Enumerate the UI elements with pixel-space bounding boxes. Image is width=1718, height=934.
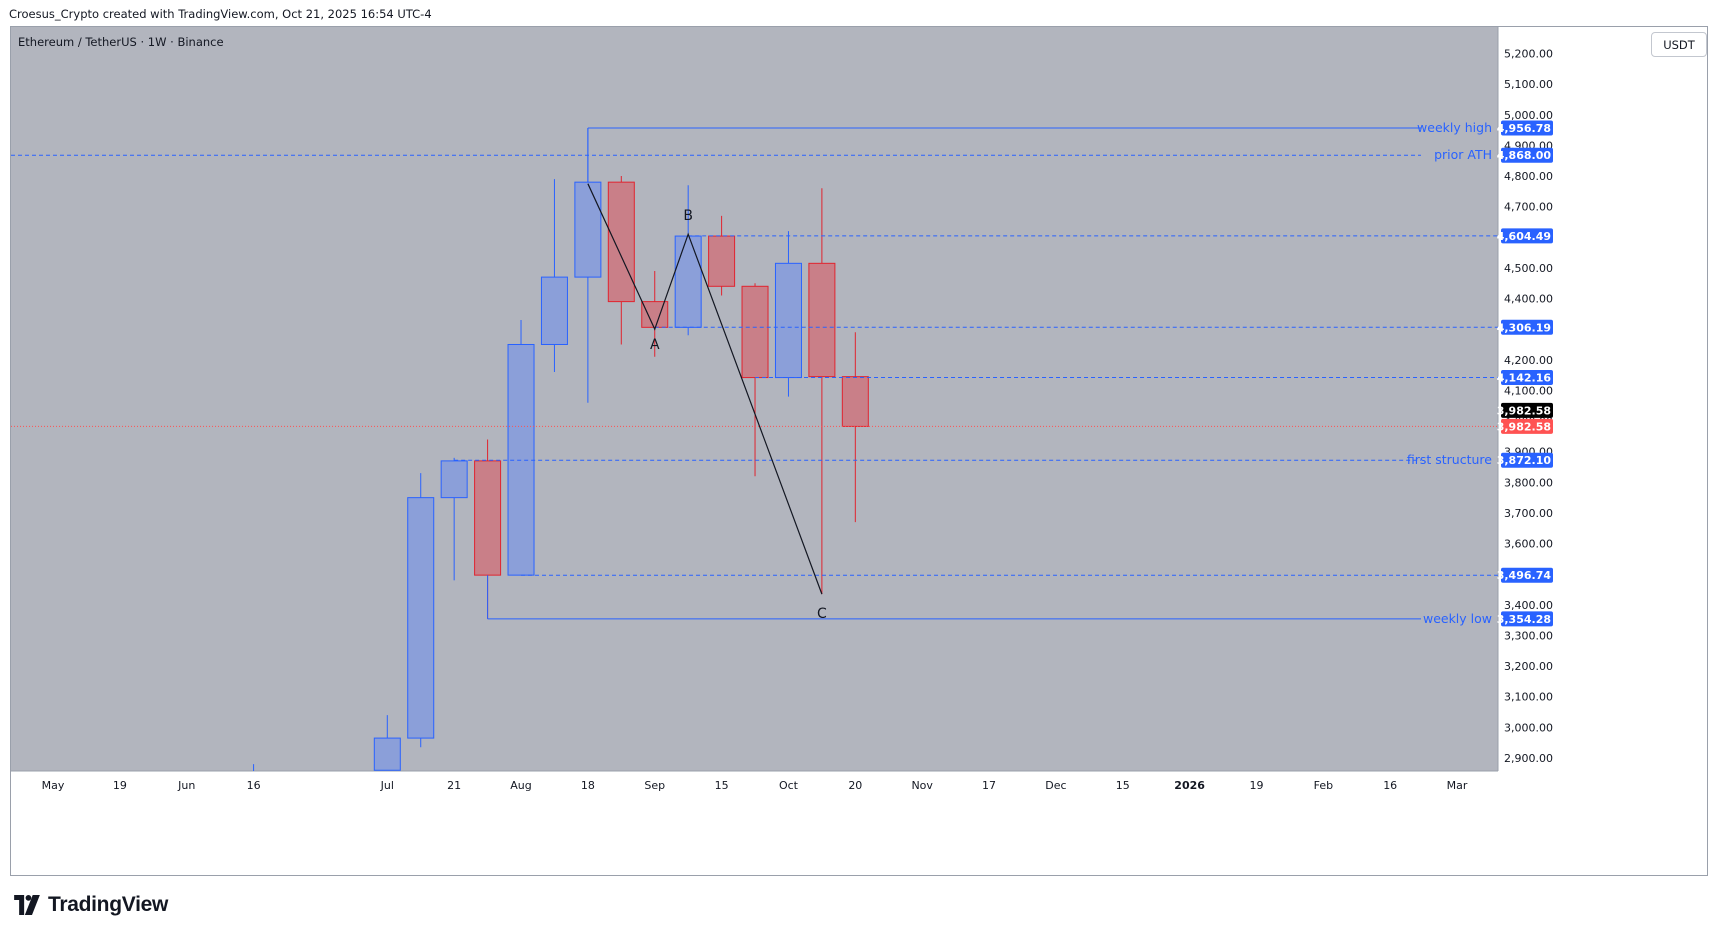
price-tick-label: 3,800.00 [1504,476,1553,489]
candle-body [574,181,602,278]
level-price-tag: 4,604.49 [1497,230,1551,243]
currency-button[interactable]: USDT [1651,32,1707,57]
time-tick-label: Aug [510,779,531,792]
candle-body [641,301,669,328]
level-price-tag-bg [1501,319,1553,335]
candle-body [708,235,736,287]
price-tick-label: 4,400.00 [1504,293,1553,306]
tradingview-brand[interactable]: TradingView [12,892,168,918]
candle-body [607,181,635,303]
time-axis[interactable]: May 19 Jun 16 Jul 21 Aug 18 Sep 15 Oct 20 Nov 17 Dec 15… [42,779,1468,792]
time-tick-label: Jul [380,779,394,792]
abc-label: B [683,208,693,224]
price-tick-label: 4,200.00 [1504,354,1553,367]
price-tick-label: 4,700.00 [1504,201,1553,214]
candle-body [407,497,435,739]
level-price-tag-bg [1501,370,1553,386]
level-price-tag-bg [1501,567,1553,583]
time-tick-label: Jun [177,779,195,792]
price-tick-label: 3,200.00 [1504,660,1553,673]
abc-label: A [650,337,660,353]
time-tick-label: 19 [1249,779,1263,792]
level-price-tag: 3,496.74 [1497,569,1552,582]
level-price-tag: 3,872.10 [1497,454,1552,467]
level-price-tag: 4,868.00 [1497,149,1552,162]
price-tick-label: 3,000.00 [1504,721,1553,734]
last-price-tag-bg [1501,418,1553,434]
time-tick-label: Oct [779,779,799,792]
level-price-tag-bg [1501,228,1553,244]
abc-path [587,183,823,595]
time-tick-label: 20 [848,779,862,792]
price-tick-label: 4,100.00 [1504,384,1553,397]
price-labels: 4,956.78 4,868.00 4,604.49 4,306.19 4,142.16… [1497,120,1553,627]
time-tick-label: Dec [1045,779,1066,792]
tradingview-logo-icon [14,895,40,915]
time-axis-background [11,771,1707,875]
time-tick-label: May [42,779,65,792]
time-tick-label: 15 [1116,779,1130,792]
price-tick-label: 3,700.00 [1504,507,1553,520]
price-tick-label: 3,400.00 [1504,599,1553,612]
time-tick-label: 21 [447,779,461,792]
price-tick-label: 2,900.00 [1504,752,1553,765]
level-price-tag: 3,354.28 [1497,613,1551,626]
time-tick-label: Sep [644,779,665,792]
time-tick-label: Nov [911,779,933,792]
time-tick-label: 2026 [1174,779,1205,792]
level-price-tag: 4,306.19 [1497,321,1551,334]
close-price-tag: 3,982.58 [1497,404,1551,417]
time-tick-label: 19 [113,779,127,792]
price-tick-label: 3,300.00 [1504,629,1553,642]
price-tick-label: 4,500.00 [1504,262,1553,275]
candles-layer [253,128,869,771]
chart-frame [10,26,1708,876]
level-price-tag: 4,142.16 [1497,372,1552,385]
level-text: weekly low [1423,611,1492,626]
time-tick-label: Mar [1447,779,1468,792]
time-tick-label: 17 [982,779,996,792]
time-tick-label: 18 [581,779,595,792]
price-tick-label: 3,600.00 [1504,538,1553,551]
time-tick-label: Feb [1314,779,1333,792]
level-price-tag-bg [1501,611,1553,627]
price-tick-label: 3,100.00 [1504,691,1553,704]
time-tick-label: 16 [1383,779,1397,792]
candle-body [774,262,802,379]
candle-body [808,262,836,378]
time-tick-label: 16 [247,779,261,792]
last-price-tag: 3,982.58 [1497,420,1551,433]
candle-body [440,460,468,499]
chart-credit: Croesus_Crypto created with TradingView.… [9,7,432,21]
level-price-tag-bg [1501,120,1553,136]
price-tick-label: 5,000.00 [1504,109,1553,122]
price-tick-label: 4,800.00 [1504,170,1553,183]
candle-body [373,737,401,771]
brand-name: TradingView [48,893,169,916]
level-price-tag-bg [1501,452,1553,468]
plot-background [11,27,1498,771]
time-tick-label: 15 [715,779,729,792]
close-price-tag-bg [1501,402,1553,418]
level-text: prior ATH [1434,147,1492,162]
levels-layer: weekly high prior ATH first structure weekl… [11,120,1498,626]
level-text: weekly high [1417,120,1492,135]
candle-body [741,285,769,379]
price-chart[interactable]: weekly high prior ATH first structure weekl… [11,27,1707,875]
price-tick-label: 5,200.00 [1504,48,1553,61]
candle-body [674,235,702,328]
symbol-legend[interactable]: Ethereum / TetherUS · 1W · Binance [18,35,224,49]
abc-label: C [817,606,827,622]
candle-body [841,376,869,427]
price-tick-label: 5,100.00 [1504,78,1553,91]
candle-body [474,460,502,576]
level-price-tag: 4,956.78 [1497,122,1551,135]
level-price-tag-bg [1501,147,1553,163]
abc-pattern: A B C [587,183,827,622]
candle-body [540,276,568,345]
level-text: first structure [1407,452,1492,467]
